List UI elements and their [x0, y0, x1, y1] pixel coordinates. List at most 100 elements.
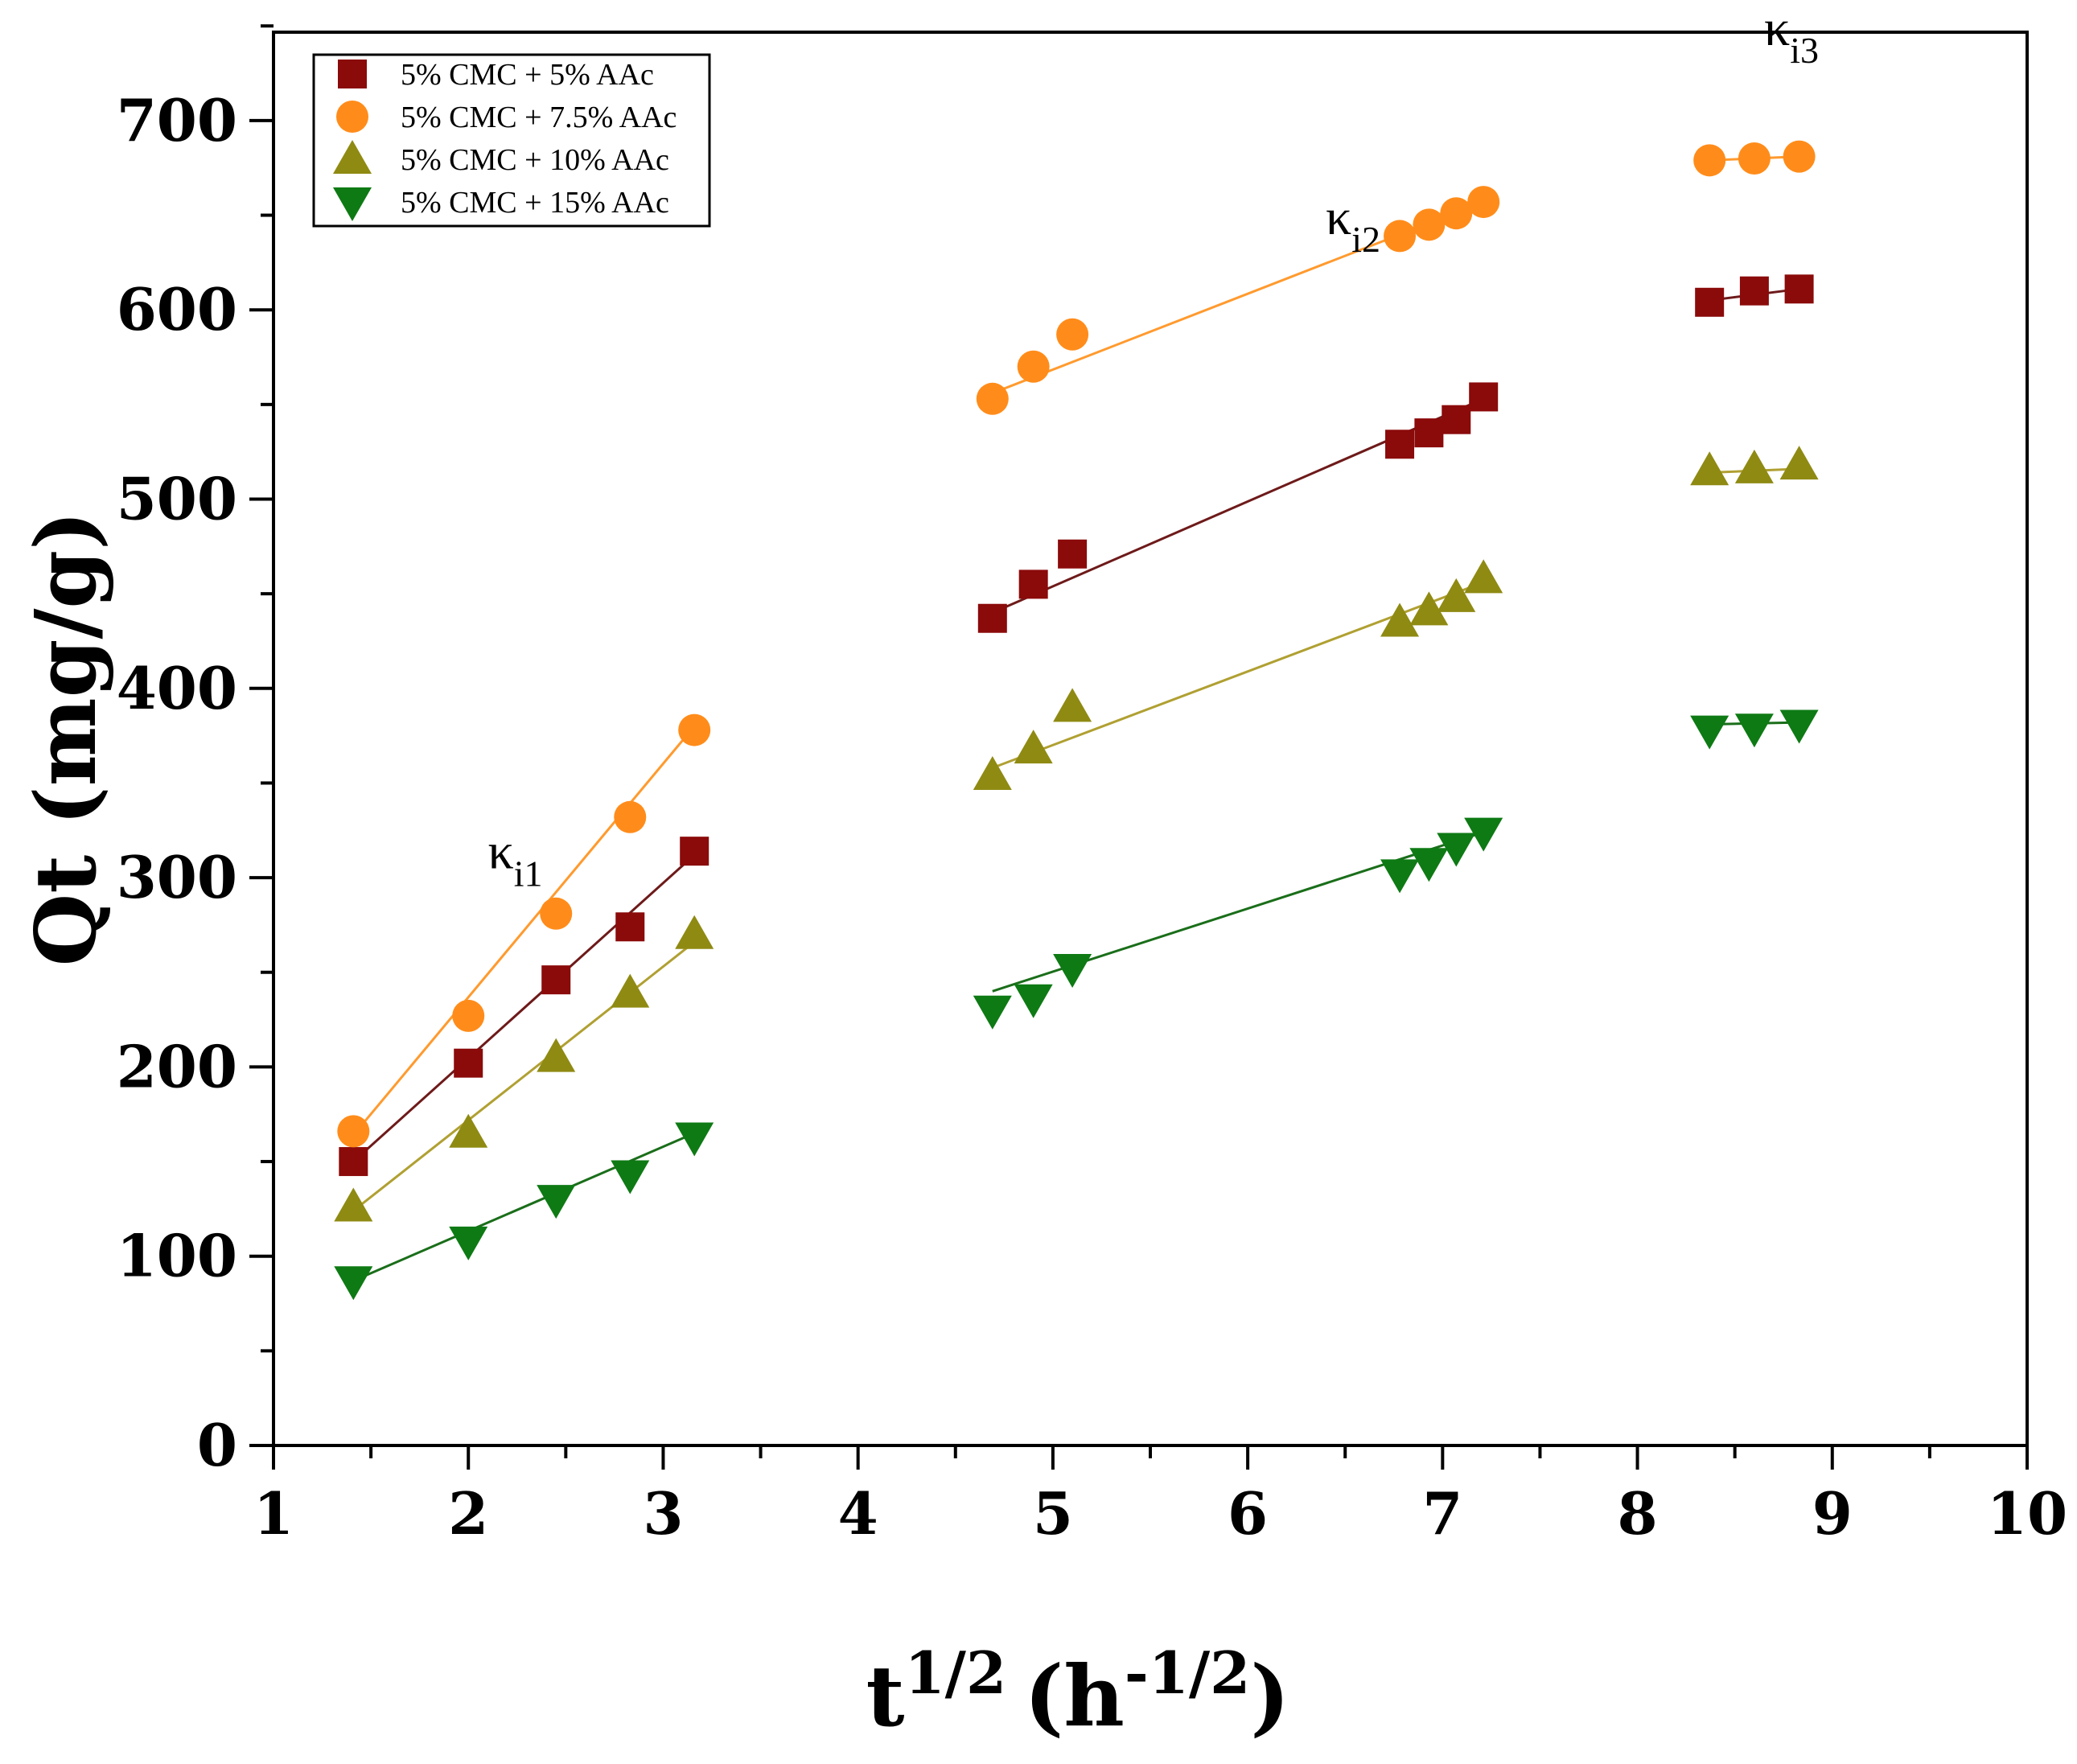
data-point: [675, 915, 714, 949]
x-axis-title-paren-close: ): [1250, 1647, 1289, 1745]
legend-marker: [333, 187, 372, 221]
kappa-annotation: κi3: [1764, 0, 1819, 71]
data-point: [540, 897, 573, 930]
data-point: [1413, 208, 1446, 241]
data-point: [334, 1187, 373, 1222]
data-point: [1695, 287, 1725, 317]
legend-label: 5% CMC + 5% AAc: [401, 58, 654, 92]
data-point: [1464, 559, 1503, 594]
y-tick-label: 600: [117, 275, 237, 343]
x-tick-label: 2: [448, 1479, 488, 1548]
data-point: [611, 1160, 650, 1195]
data-point: [1779, 446, 1819, 480]
data-point: [1384, 220, 1417, 253]
data-point: [1734, 449, 1774, 483]
data-point: [1014, 730, 1053, 764]
y-axis-title: Qt (mg/g): [16, 511, 115, 967]
legend-marker: [333, 140, 372, 174]
data-point: [1017, 350, 1050, 383]
x-tick-label: 8: [1618, 1479, 1658, 1548]
axis-ticks: [249, 24, 2029, 1470]
data-point: [537, 1185, 576, 1219]
y-tick-label: 400: [117, 654, 237, 722]
data-point: [976, 382, 1009, 415]
data-point: [675, 1122, 714, 1157]
data-point: [339, 1147, 368, 1177]
fit-line: [992, 581, 1484, 770]
x-tick-label: 9: [1812, 1479, 1853, 1548]
legend-items: 5% CMC + 5% AAc 5% CMC + 7.5% AAc 5% CMC +…: [333, 58, 677, 221]
data-point: [1734, 713, 1774, 748]
legend-marker: [338, 60, 367, 88]
data-point: [1690, 715, 1729, 750]
data-point: [1409, 591, 1449, 626]
x-tick-label: 7: [1422, 1479, 1462, 1548]
data-point: [537, 1038, 576, 1072]
x-axis-title-sup2: -1/2: [1125, 1639, 1250, 1707]
x-tick-label: 5: [1033, 1479, 1073, 1548]
data-point: [1380, 859, 1420, 894]
y-tick-label: 700: [117, 86, 237, 154]
data-point: [1058, 539, 1088, 569]
data-point: [1690, 451, 1729, 486]
data-point: [337, 1115, 370, 1148]
data-point: [973, 756, 1012, 791]
x-tick-label: 3: [643, 1479, 683, 1548]
data-point: [334, 1266, 373, 1301]
y-tick-label: 100: [117, 1222, 237, 1290]
plot-frame: [272, 31, 2029, 1447]
data-point: [680, 837, 709, 866]
x-tick-label: 1: [253, 1479, 294, 1548]
legend: 5% CMC + 5% AAc 5% CMC + 7.5% AAc 5% CMC +…: [312, 53, 711, 228]
fit-line: [352, 725, 696, 1137]
data-point: [1056, 318, 1089, 351]
data-point: [1779, 709, 1819, 744]
legend-marker: [336, 101, 368, 133]
data-point: [1469, 382, 1499, 412]
data-point: [1385, 430, 1415, 459]
data-point: [678, 713, 711, 746]
y-tick-label: 200: [117, 1032, 237, 1100]
y-tick-label: 300: [117, 843, 237, 911]
data-point: [611, 973, 650, 1008]
data-point: [449, 1226, 488, 1260]
data-point: [1053, 954, 1092, 989]
data-point: [973, 995, 1012, 1030]
data-point: [541, 965, 571, 995]
data-point: [1018, 569, 1048, 599]
data-point: [1693, 144, 1726, 177]
data-point: [1440, 197, 1473, 230]
annotations: κi1 κi2 κi3: [487, 0, 1819, 894]
x-tick-label: 4: [838, 1479, 878, 1548]
legend-box: [312, 53, 711, 228]
legend-label: 5% CMC + 15% AAc: [401, 186, 669, 220]
kappa-annotation: κi2: [1326, 188, 1380, 260]
data-point: [1414, 418, 1444, 448]
legend-label: 5% CMC + 7.5% AAc: [401, 101, 677, 134]
data-point: [1783, 140, 1816, 173]
y-tick-label: 0: [197, 1411, 237, 1479]
x-tick-label: 10: [1987, 1479, 2067, 1548]
fit-line: [352, 853, 696, 1163]
data-point: [1014, 984, 1053, 1018]
data-point: [1442, 405, 1471, 434]
data-point: [1464, 817, 1503, 852]
y-tick-label: 500: [117, 465, 237, 533]
legend-label: 5% CMC + 10% AAc: [401, 143, 669, 177]
data-point: [1467, 186, 1500, 219]
data-point: [449, 1113, 488, 1148]
data-markers: [334, 140, 1819, 1301]
x-axis-title-paren-open: (h: [1024, 1647, 1125, 1745]
fit-line: [352, 1132, 695, 1282]
x-axis-title-main: t: [866, 1647, 905, 1745]
data-point: [1053, 688, 1092, 722]
data-point: [452, 999, 485, 1032]
data-point: [1380, 602, 1420, 637]
data-point: [1437, 578, 1476, 612]
data-point: [1738, 142, 1771, 175]
data-point: [1784, 274, 1814, 304]
data-point: [977, 603, 1007, 633]
x-axis-title: t1/2 (h-1/2): [866, 1639, 1290, 1745]
